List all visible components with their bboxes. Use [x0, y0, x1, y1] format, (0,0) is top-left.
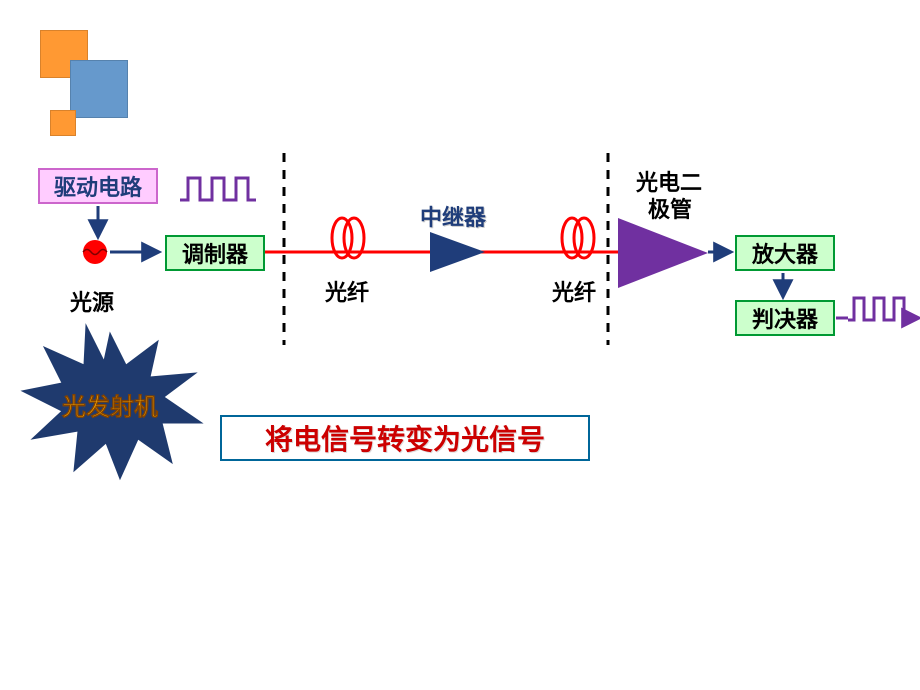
amplifier-label: 放大器 — [752, 237, 818, 269]
fiber2-label: 光纤 — [552, 275, 596, 307]
modulator-box: 调制器 — [165, 235, 265, 271]
light-source-label: 光源 — [70, 285, 114, 317]
transmitter-starburst: 光发射机 — [22, 325, 202, 479]
decider-box: 判决器 — [735, 300, 835, 336]
fiber-coil-1-icon — [332, 218, 364, 258]
repeater-label: 中继器 — [420, 200, 486, 232]
light-source-icon — [83, 240, 107, 264]
fiber1-label: 光纤 — [325, 275, 369, 307]
repeater-triangle-icon — [430, 232, 485, 272]
decor-square-2 — [70, 60, 128, 118]
photodiode-label-line2: 极管 — [648, 192, 692, 224]
description-text: 将电信号转变为光信号 — [265, 418, 545, 458]
modulator-label: 调制器 — [182, 237, 248, 269]
driver-circuit-box: 驱动电路 — [38, 168, 158, 204]
fiber-coil-2-icon — [562, 218, 594, 258]
pulse-waveform-2-icon — [848, 298, 910, 320]
description-box: 将电信号转变为光信号 — [220, 415, 590, 461]
pulse-waveform-1-icon — [180, 178, 256, 200]
driver-label: 驱动电路 — [54, 170, 142, 202]
diagram-svg: 光发射机 — [0, 0, 920, 690]
amplifier-box: 放大器 — [735, 235, 835, 271]
photodiode-triangle-icon — [618, 218, 708, 288]
decider-label: 判决器 — [752, 302, 818, 334]
decor-square-3 — [50, 110, 76, 136]
transmitter-star-text: 光发射机 — [61, 393, 158, 421]
